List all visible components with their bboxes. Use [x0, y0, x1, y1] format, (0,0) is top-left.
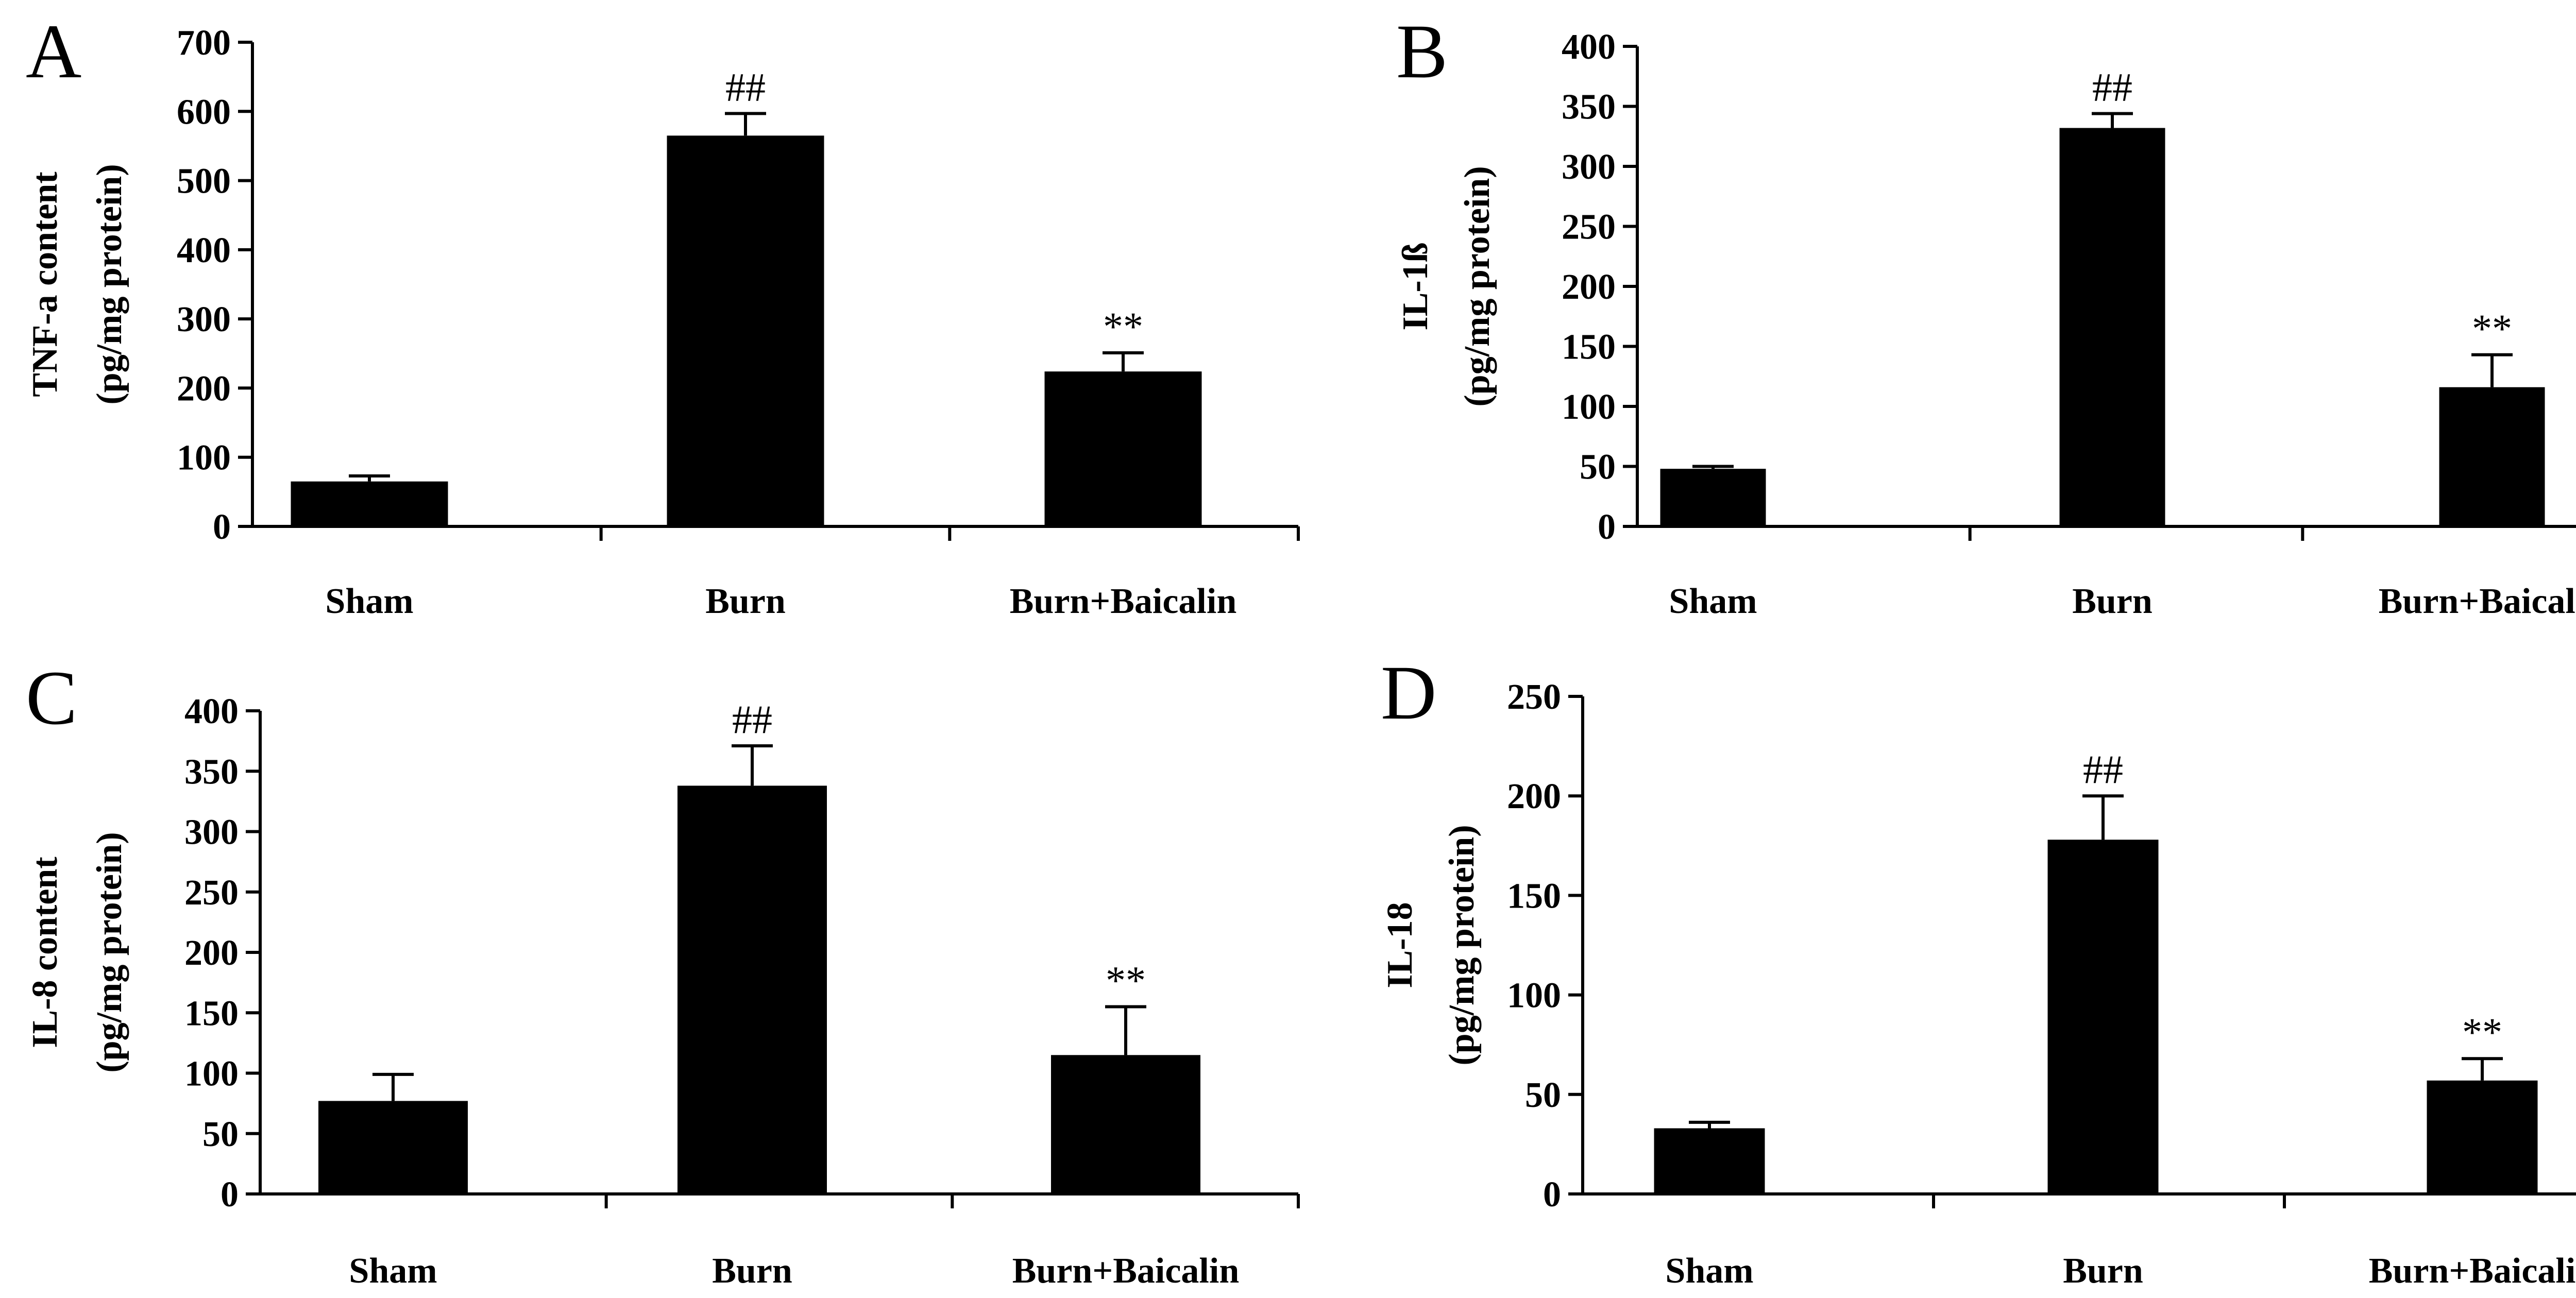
- y-tick-label: 0: [1598, 507, 1616, 547]
- panel-letter: D: [1381, 650, 1436, 736]
- y-axis-label: IL-1ß: [1396, 242, 1435, 330]
- bar-burn-baicalin: [1051, 1055, 1200, 1194]
- category-label: Burn: [2063, 1251, 2143, 1291]
- y-tick-label: 0: [213, 507, 231, 547]
- y-tick-label: 500: [177, 162, 231, 201]
- significance-mark: **: [1106, 958, 1146, 1003]
- bar-burn: [677, 785, 827, 1194]
- chart-panel-a: A 0 100 200 300 400 500 600 700 Sham ## Burn ** Burn+…: [25, 9, 1300, 621]
- bar-burn: [2047, 840, 2159, 1194]
- significance-mark: ##: [2083, 747, 2123, 792]
- bar-sham: [318, 1101, 468, 1194]
- y-tick-label: 250: [184, 873, 239, 913]
- chart-panel-c: C 0 50 100 150 200 250 300 350 400 Sham ## Burn ** Bur…: [25, 655, 1300, 1291]
- y-tick-label: 250: [1562, 208, 1616, 247]
- category-label: Burn: [2072, 582, 2153, 621]
- significance-mark: ##: [2092, 64, 2132, 109]
- y-tick-label: 0: [1543, 1175, 1561, 1215]
- y-tick-label: 200: [177, 369, 231, 408]
- y-axis-label: IL-18: [1380, 902, 1420, 988]
- y-tick-label: 50: [1580, 448, 1616, 487]
- y-tick-label: 100: [184, 1054, 239, 1094]
- significance-mark: **: [2462, 1010, 2502, 1054]
- category-label: Sham: [325, 582, 413, 621]
- y-tick-label: 400: [177, 231, 231, 270]
- panel-letter: A: [26, 9, 81, 94]
- bar-burn: [667, 135, 824, 526]
- chart-panel-b: B 0 50 100 150 200 250 300 350 400 Sham ## Burn ** Bur…: [1396, 9, 2576, 621]
- y-tick-label: 350: [1562, 88, 1616, 127]
- category-label: Burn+Baicalin: [2369, 1251, 2576, 1291]
- y-axis-label: (pg/mg protein): [90, 832, 129, 1072]
- y-axis-label: (pg/mg protein): [1458, 166, 1497, 406]
- category-label: Burn: [705, 582, 786, 621]
- significance-mark: ##: [725, 64, 766, 109]
- panel-letter: C: [26, 655, 77, 741]
- significance-mark: **: [1103, 304, 1143, 349]
- y-tick-label: 600: [177, 92, 231, 132]
- significance-mark: **: [2472, 306, 2512, 351]
- category-label: Burn: [712, 1251, 792, 1291]
- y-tick-label: 200: [1507, 777, 1561, 816]
- y-axis-label: IL-8 content: [25, 857, 65, 1048]
- bar-burn-baicalin: [1044, 371, 1202, 526]
- y-tick-label: 100: [177, 438, 231, 478]
- y-tick-label: 400: [184, 692, 239, 731]
- y-tick-label: 150: [1562, 328, 1616, 367]
- significance-mark: ##: [732, 697, 772, 742]
- bar-sham: [1660, 469, 1766, 526]
- chart-panel-d: D 0 50 100 150 200 250 Sham ## Burn ** Burn+Baicali…: [1380, 650, 2576, 1291]
- y-axis-label: (pg/mg protein): [90, 164, 129, 404]
- bar-sham: [1654, 1128, 1765, 1194]
- y-tick-label: 100: [1507, 976, 1561, 1016]
- y-tick-label: 200: [1562, 267, 1616, 307]
- y-tick-label: 50: [1525, 1075, 1561, 1115]
- category-label: Sham: [349, 1251, 437, 1291]
- y-tick-label: 200: [184, 933, 239, 973]
- bar-burn: [2059, 128, 2165, 526]
- y-tick-label: 50: [202, 1115, 239, 1154]
- y-tick-label: 100: [1562, 387, 1616, 427]
- bar-burn-baicalin: [2427, 1080, 2538, 1194]
- y-tick-label: 300: [184, 813, 239, 852]
- y-tick-label: 300: [1562, 147, 1616, 187]
- category-label: Sham: [1665, 1251, 1753, 1291]
- category-label: Burn+Baicalin: [1012, 1251, 1240, 1291]
- y-tick-label: 150: [184, 994, 239, 1033]
- y-tick-label: 250: [1507, 677, 1561, 717]
- y-tick-label: 150: [1507, 876, 1561, 916]
- y-tick-label: 0: [221, 1175, 239, 1215]
- y-axis-label: (pg/mg protein): [1442, 825, 1482, 1065]
- panel-letter: B: [1396, 9, 1448, 94]
- bar-burn-baicalin: [2439, 387, 2545, 526]
- category-label: Sham: [1669, 582, 1757, 621]
- y-tick-label: 350: [184, 752, 239, 792]
- y-tick-label: 300: [177, 300, 231, 339]
- category-label: Burn+Baicalin: [1010, 582, 1237, 621]
- bar-sham: [291, 481, 448, 526]
- y-axis-label: TNF-a content: [25, 172, 65, 397]
- y-tick-label: 700: [177, 23, 231, 63]
- y-tick-label: 400: [1562, 27, 1616, 67]
- category-label: Burn+Baicalin: [2379, 582, 2576, 621]
